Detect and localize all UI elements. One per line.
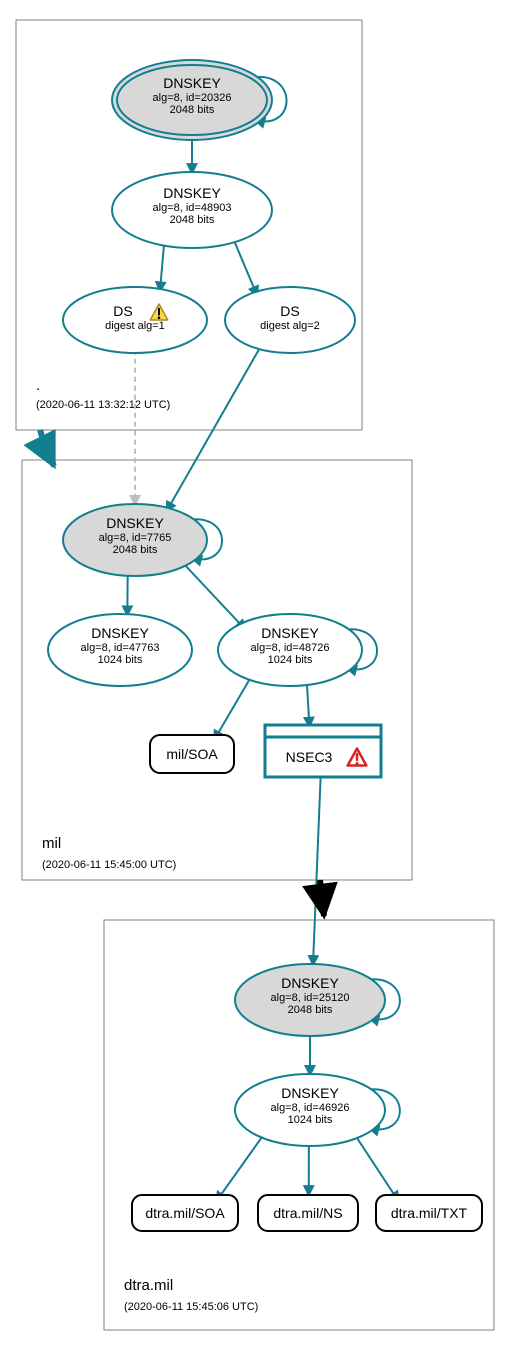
svg-text:(2020-06-11 15:45:06 UTC): (2020-06-11 15:45:06 UTC) (124, 1301, 258, 1313)
svg-text:dtra.mil/SOA: dtra.mil/SOA (145, 1205, 225, 1221)
node-dtra_ns: dtra.mil/NS (258, 1195, 358, 1231)
svg-text:alg=8, id=20326: alg=8, id=20326 (153, 92, 232, 104)
node-dtra_soa: dtra.mil/SOA (132, 1195, 238, 1231)
svg-text:2048 bits: 2048 bits (113, 544, 158, 556)
node-ds1: DSdigest alg=1 (63, 287, 207, 353)
svg-text:alg=8, id=46926: alg=8, id=46926 (271, 1102, 350, 1114)
node-mil_zsk2: DNSKEYalg=8, id=487261024 bits (218, 614, 362, 686)
dnssec-diagram: . (2020-06-11 13:32:12 UTC) mil (2020-06-11… (0, 0, 509, 1347)
svg-text:digest alg=2: digest alg=2 (260, 320, 320, 332)
svg-text:alg=8, id=25120: alg=8, id=25120 (271, 992, 350, 1004)
svg-text:dtra.mil: dtra.mil (124, 1277, 173, 1294)
svg-text:dtra.mil/NS: dtra.mil/NS (273, 1205, 342, 1221)
node-root_zsk: DNSKEYalg=8, id=489032048 bits (112, 172, 272, 248)
svg-text:alg=8, id=7765: alg=8, id=7765 (99, 532, 172, 544)
svg-text:DNSKEY: DNSKEY (281, 1085, 339, 1101)
svg-text:digest alg=1: digest alg=1 (105, 320, 165, 332)
svg-text:DS: DS (113, 303, 132, 319)
node-ds2: DSdigest alg=2 (225, 287, 355, 353)
svg-text:2048 bits: 2048 bits (288, 1004, 333, 1016)
svg-text:DS: DS (280, 303, 299, 319)
node-root_ksk: DNSKEYalg=8, id=203262048 bits (112, 60, 272, 140)
svg-text:2048 bits: 2048 bits (170, 214, 215, 226)
svg-text:NSEC3: NSEC3 (286, 749, 333, 765)
svg-text:dtra.mil/TXT: dtra.mil/TXT (391, 1205, 468, 1221)
svg-text:DNSKEY: DNSKEY (163, 75, 221, 91)
svg-text:alg=8, id=47763: alg=8, id=47763 (81, 642, 160, 654)
svg-text:(2020-06-11 13:32:12 UTC): (2020-06-11 13:32:12 UTC) (36, 399, 170, 411)
node-mil_soa: mil/SOA (150, 735, 234, 773)
node-dtra_zsk: DNSKEYalg=8, id=469261024 bits (235, 1074, 385, 1146)
node-dtra_txt: dtra.mil/TXT (376, 1195, 482, 1231)
svg-text:alg=8, id=48726: alg=8, id=48726 (251, 642, 330, 654)
svg-text:mil: mil (42, 835, 61, 852)
node-nsec3: NSEC3 (265, 725, 381, 777)
node-dtra_ksk: DNSKEYalg=8, id=251202048 bits (235, 964, 385, 1036)
svg-text:2048 bits: 2048 bits (170, 104, 215, 116)
svg-text:mil/SOA: mil/SOA (166, 746, 218, 762)
svg-text:DNSKEY: DNSKEY (106, 515, 164, 531)
svg-text:DNSKEY: DNSKEY (261, 625, 319, 641)
svg-text:alg=8, id=48903: alg=8, id=48903 (153, 202, 232, 214)
svg-text:DNSKEY: DNSKEY (281, 975, 339, 991)
svg-text:.: . (36, 377, 40, 394)
svg-text:1024 bits: 1024 bits (98, 654, 143, 666)
svg-text:DNSKEY: DNSKEY (163, 185, 221, 201)
svg-text:(2020-06-11 15:45:00 UTC): (2020-06-11 15:45:00 UTC) (42, 859, 176, 871)
node-mil_zsk1: DNSKEYalg=8, id=477631024 bits (48, 614, 192, 686)
svg-text:DNSKEY: DNSKEY (91, 625, 149, 641)
svg-text:1024 bits: 1024 bits (268, 654, 313, 666)
svg-text:1024 bits: 1024 bits (288, 1114, 333, 1126)
node-mil_ksk: DNSKEYalg=8, id=77652048 bits (63, 504, 207, 576)
